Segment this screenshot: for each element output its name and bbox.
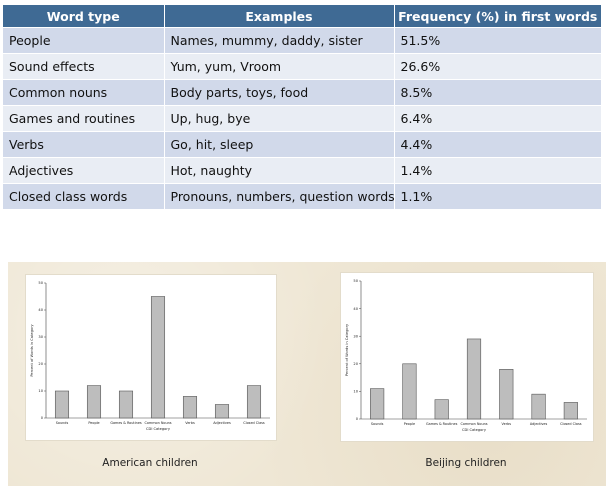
y-tick-label: 50 bbox=[353, 279, 358, 283]
bar bbox=[370, 388, 385, 420]
x-tick-label: Adjectives bbox=[213, 421, 231, 425]
examples-cell: Go, hit, sleep bbox=[164, 131, 395, 158]
beijing-chart-frame: Percent of Words in Category 0 10 20 30 40 50 S… bbox=[340, 272, 594, 442]
y-tick-label: 20 bbox=[38, 362, 43, 366]
y-tick-label: 40 bbox=[353, 307, 358, 311]
bar bbox=[563, 402, 578, 420]
x-tick-label: Games & Routines bbox=[110, 421, 142, 425]
examples-cell: Names, mummy, daddy, sister bbox=[164, 27, 395, 54]
american-children-caption: American children bbox=[102, 457, 198, 469]
word-type-table: Word type Examples Frequency (%) in firs… bbox=[3, 5, 601, 209]
x-tick-label: Common Nouns bbox=[460, 422, 487, 426]
bar bbox=[182, 396, 198, 419]
bar bbox=[531, 393, 546, 420]
header-word-type: Word type bbox=[3, 5, 165, 28]
x-tick-label: Sounds bbox=[371, 422, 384, 426]
frequency-cell: 1.1% bbox=[394, 183, 601, 209]
table-row: Closed class words Pronouns, numbers, qu… bbox=[3, 183, 601, 209]
bar bbox=[118, 390, 134, 419]
frequency-cell: 1.4% bbox=[394, 157, 601, 184]
word-type-cell: Common nouns bbox=[3, 79, 165, 106]
y-tick-label: 40 bbox=[38, 308, 43, 312]
examples-cell: Hot, naughty bbox=[164, 157, 395, 184]
x-tick-label: Verbs bbox=[502, 422, 512, 426]
x-tick-label: Verbs bbox=[185, 421, 195, 425]
y-tick-label: 0 bbox=[356, 417, 359, 421]
word-type-cell: Adjectives bbox=[3, 157, 165, 184]
word-type-cell: Games and routines bbox=[3, 105, 165, 132]
x-tick-label: Games & Routines bbox=[426, 422, 458, 426]
table-header-row: Word type Examples Frequency (%) in firs… bbox=[3, 5, 601, 28]
header-examples: Examples bbox=[164, 5, 395, 28]
x-tick-label: Closed Class bbox=[243, 421, 265, 425]
american-children-bar-chart: Percent of Words in Category 0 10 20 30 40 50 S… bbox=[30, 281, 270, 431]
y-axis-label: Percent of Words in Category bbox=[30, 323, 34, 376]
table-row: Games and routines Up, hug, bye 6.4% bbox=[3, 105, 601, 132]
word-type-cell: People bbox=[3, 27, 165, 54]
y-tick-label: 10 bbox=[38, 389, 43, 393]
table-row: Verbs Go, hit, sleep 4.4% bbox=[3, 131, 601, 158]
bar bbox=[150, 296, 166, 419]
examples-cell: Body parts, toys, food bbox=[164, 79, 395, 106]
examples-cell: Pronouns, numbers, question words bbox=[164, 183, 395, 209]
beijing-children-bar-chart: Percent of Words in Category 0 10 20 30 40 50 S… bbox=[345, 279, 587, 432]
word-type-cell: Sound effects bbox=[3, 53, 165, 80]
frequency-cell: 8.5% bbox=[394, 79, 601, 106]
charts-panel: Percent of Words in Category 0 10 20 30 40 50 S… bbox=[8, 262, 606, 486]
x-tick-label: Common Nouns bbox=[144, 421, 171, 425]
table-row: People Names, mummy, daddy, sister 51.5% bbox=[3, 27, 601, 54]
x-axis-label: CDI Category bbox=[146, 427, 171, 431]
y-tick-label: 0 bbox=[41, 416, 44, 420]
y-tick-label: 10 bbox=[353, 390, 358, 394]
x-tick-label: Adjectives bbox=[530, 422, 548, 426]
examples-cell: Up, hug, bye bbox=[164, 105, 395, 132]
frequency-cell: 4.4% bbox=[394, 131, 601, 158]
bar bbox=[54, 390, 70, 419]
bar bbox=[434, 399, 449, 420]
word-type-cell: Closed class words bbox=[3, 183, 165, 209]
x-tick-label: People bbox=[88, 421, 99, 425]
x-tick-label: People bbox=[404, 422, 415, 426]
american-chart-frame: Percent of Words in Category 0 10 20 30 40 50 S… bbox=[25, 274, 277, 441]
frequency-cell: 6.4% bbox=[394, 105, 601, 132]
frequency-cell: 51.5% bbox=[394, 27, 601, 54]
x-axis-label: CDI Category bbox=[462, 428, 487, 432]
bar bbox=[86, 385, 102, 419]
bar bbox=[402, 363, 417, 420]
y-tick-label: 30 bbox=[38, 335, 43, 339]
examples-cell: Yum, yum, Vroom bbox=[164, 53, 395, 80]
y-tick-label: 50 bbox=[38, 281, 43, 285]
bar bbox=[246, 385, 262, 419]
beijing-children-caption: Beijing children bbox=[425, 457, 507, 469]
table-row: Adjectives Hot, naughty 1.4% bbox=[3, 157, 601, 184]
y-axis-label: Percent of Words in Category bbox=[345, 323, 349, 376]
header-frequency: Frequency (%) in first words bbox=[394, 5, 601, 28]
y-tick-label: 30 bbox=[353, 334, 358, 338]
bar bbox=[214, 404, 230, 419]
table-row: Common nouns Body parts, toys, food 8.5% bbox=[3, 79, 601, 106]
table-row: Sound effects Yum, yum, Vroom 26.6% bbox=[3, 53, 601, 80]
frequency-cell: 26.6% bbox=[394, 53, 601, 80]
word-type-cell: Verbs bbox=[3, 131, 165, 158]
bar bbox=[466, 338, 482, 420]
x-tick-label: Closed Class bbox=[560, 422, 582, 426]
y-tick-label: 20 bbox=[353, 362, 358, 366]
x-tick-label: Sounds bbox=[56, 421, 69, 425]
bar bbox=[499, 369, 514, 420]
